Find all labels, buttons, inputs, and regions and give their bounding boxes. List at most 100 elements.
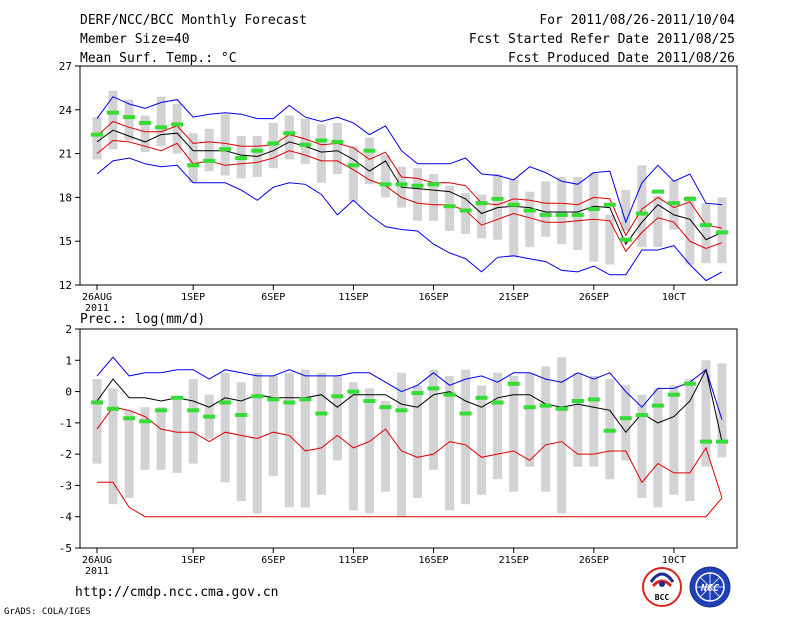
temperature-box-12 xyxy=(284,115,294,160)
temperature-box-29 xyxy=(557,177,567,245)
temperature-median-mark-26 xyxy=(507,202,520,207)
precipitation-median-mark-13 xyxy=(299,397,312,402)
precipitation-ytick-label: 1 xyxy=(65,354,72,367)
temperature-box-31 xyxy=(589,172,599,262)
precipitation-median-mark-37 xyxy=(683,381,696,386)
temperature-ytick-label: 15 xyxy=(59,235,72,248)
temperature-box-28 xyxy=(541,181,551,237)
temperature-median-mark-23 xyxy=(459,208,472,213)
precipitation-median-mark-12 xyxy=(283,400,296,405)
temperature-box-11 xyxy=(268,122,278,169)
temperature-xtick-label: 10CT xyxy=(662,292,686,303)
temperature-box-39 xyxy=(717,197,727,264)
precipitation-box-28 xyxy=(541,366,551,492)
forecast-period: For 2011/08/26-2011/10/04 xyxy=(539,13,735,28)
precipitation-median-mark-8 xyxy=(219,400,232,405)
precipitation-lower-line-0 xyxy=(97,481,723,518)
precipitation-median-mark-14 xyxy=(315,411,328,416)
precipitation-xtick-label: 21SEP xyxy=(499,555,529,566)
temperature-median-mark-17 xyxy=(363,148,376,153)
temperature-xtick-label: 21SEP xyxy=(499,292,529,303)
precipitation-xtick-label: 16SEP xyxy=(418,555,448,566)
temperature-median-mark-3 xyxy=(139,120,152,125)
precipitation-median-mark-38 xyxy=(700,439,712,444)
precipitation-box-20 xyxy=(413,385,422,498)
precipitation-median-mark-27 xyxy=(523,405,536,410)
precipitation-box-14 xyxy=(316,372,326,495)
precipitation-box-1 xyxy=(108,388,118,505)
temperature-median-mark-2 xyxy=(123,115,136,120)
temperature-xtick-label: 1SEP xyxy=(181,292,205,303)
precipitation-median-mark-31 xyxy=(587,397,600,402)
bcc-logo-text: BCC xyxy=(655,593,670,602)
temperature-median-mark-1 xyxy=(107,110,119,115)
temperature-median-mark-21 xyxy=(427,182,440,187)
temperature-median-mark-24 xyxy=(475,201,488,206)
temperature-median-mark-31 xyxy=(587,207,600,212)
temperature-median-mark-8 xyxy=(219,147,232,152)
precipitation-box-9 xyxy=(236,382,246,502)
temperature-median-mark-25 xyxy=(491,196,504,201)
temperature-xtick-label: 6SEP xyxy=(261,292,285,303)
temperature-ytick-label: 21 xyxy=(59,148,72,161)
precipitation-xtick-label: 26SEP xyxy=(579,555,609,566)
precipitation-xtick-sublabel: 2011 xyxy=(85,566,109,577)
temperature-median-mark-27 xyxy=(523,208,536,213)
precipitation-ytick-label: 0 xyxy=(65,386,72,399)
temperature-xtick-sublabel: 2011 xyxy=(85,303,109,314)
temperature-median-mark-37 xyxy=(683,196,696,201)
temperature-median-mark-19 xyxy=(395,182,408,187)
precipitation-spread-line-2 xyxy=(96,406,723,499)
temperature-frame xyxy=(79,65,738,286)
temperature-box-2 xyxy=(124,99,134,141)
precipitation-ytick-label: -3 xyxy=(59,479,72,492)
temperature-box-6 xyxy=(188,133,198,183)
precipitation-median-mark-21 xyxy=(427,386,440,391)
temperature-box-5 xyxy=(172,104,182,154)
precipitation-xtick-label: 1SEP xyxy=(181,555,205,566)
temperature-median-mark-15 xyxy=(331,139,344,144)
precipitation-median-mark-1 xyxy=(107,406,119,411)
precipitation-box-8 xyxy=(220,372,230,483)
precipitation-box-15 xyxy=(332,375,342,461)
temperature-mean-line-4 xyxy=(96,129,723,246)
precipitation-median-mark-20 xyxy=(411,391,424,396)
temperature-box-4 xyxy=(156,96,166,147)
precipitation-box-23 xyxy=(461,369,471,505)
precipitation-box-19 xyxy=(397,372,406,517)
precipitation-median-mark-32 xyxy=(603,428,616,433)
ncc-logo: NCC xyxy=(689,566,731,608)
temperature-median-mark-11 xyxy=(267,141,280,146)
precipitation-box-12 xyxy=(284,372,294,508)
precipitation-median-mark-2 xyxy=(123,416,136,421)
precipitation-box-39 xyxy=(717,363,727,458)
precipitation-median-mark-33 xyxy=(619,416,632,421)
precipitation-median-mark-24 xyxy=(475,395,488,400)
precipitation-median-mark-35 xyxy=(651,403,664,408)
precipitation-mean-line-3 xyxy=(96,368,723,442)
precipitation-median-mark-22 xyxy=(443,392,456,397)
precipitation-box-26 xyxy=(509,375,519,492)
temperature-xtick-label: 11SEP xyxy=(338,292,368,303)
temperature-box-23 xyxy=(461,193,471,234)
temperature-box-35 xyxy=(653,195,663,247)
precipitation-box-33 xyxy=(621,385,631,461)
precipitation-box-30 xyxy=(573,372,583,467)
precipitation-median-mark-16 xyxy=(347,389,360,394)
grads-credit: GrADS: COLA/IGES xyxy=(4,607,91,617)
temperature-box-21 xyxy=(429,174,438,221)
temperature-box-22 xyxy=(445,185,455,231)
temperature-xtick-label: 26SEP xyxy=(579,292,609,303)
precipitation-median-mark-26 xyxy=(507,381,520,386)
precipitation-median-mark-30 xyxy=(571,399,584,403)
precipitation-box-5 xyxy=(172,397,182,473)
precipitation-median-mark-15 xyxy=(331,394,344,399)
precipitation-box-16 xyxy=(348,382,358,511)
precipitation-median-mark-10 xyxy=(251,394,264,399)
temperature-box-16 xyxy=(348,146,358,202)
precipitation-median-mark-19 xyxy=(395,408,408,413)
precipitation-box-4 xyxy=(156,407,166,470)
precipitation-box-6 xyxy=(188,379,198,464)
temperature-median-mark-34 xyxy=(635,211,648,216)
temperature-median-mark-33 xyxy=(619,237,632,242)
